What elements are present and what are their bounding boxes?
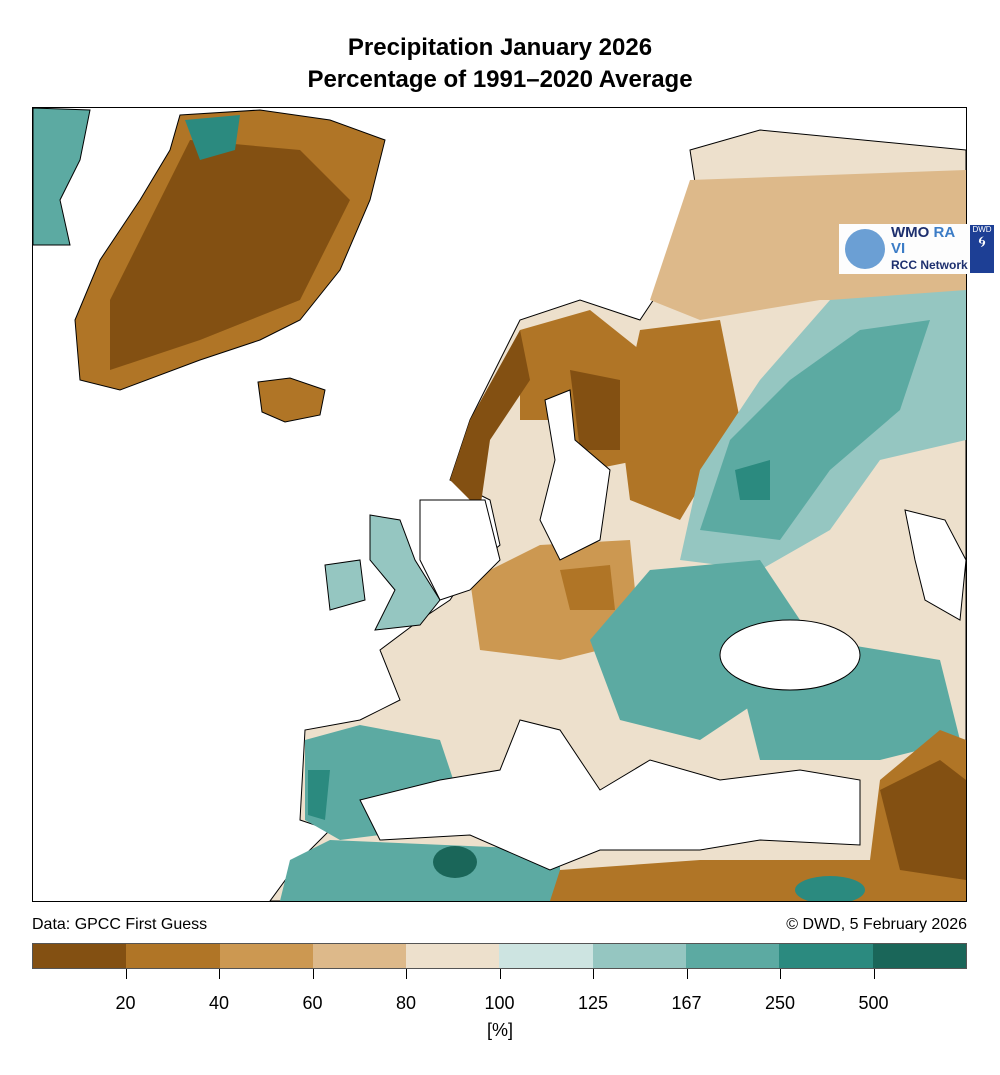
colorbar-tick-label: 100 xyxy=(484,993,515,1013)
colorbar-bin xyxy=(872,944,966,968)
colorbar-tick-label: 167 xyxy=(671,993,702,1013)
colorbar-tick xyxy=(499,969,501,979)
north-sea xyxy=(419,499,501,601)
colorbar-tick-label: 500 xyxy=(858,993,889,1013)
wmo-ravi-dwd-logo: WMO RA VI RCC Network DWD 🌀︎ xyxy=(839,224,994,274)
colorbar-bin xyxy=(779,944,873,968)
uk xyxy=(369,514,441,631)
dwd-logo-text: DWD xyxy=(972,225,992,234)
wmo-emblem-icon xyxy=(845,229,885,269)
colorbar-tick-label: 20 xyxy=(115,993,136,1013)
dwd-logo: DWD 🌀︎ xyxy=(970,225,994,273)
colorbar-tick xyxy=(312,969,314,979)
colorbar-tick xyxy=(125,969,127,979)
colorbar-bin xyxy=(592,944,687,968)
title-line-1: Precipitation January 2026 xyxy=(347,34,653,61)
colorbar-tick xyxy=(686,969,688,979)
black-sea xyxy=(719,619,861,691)
title-line-2: Percentage of 1991–2020 Average xyxy=(307,66,693,93)
colorbar-bin xyxy=(499,944,593,968)
colorbar-tick-label: 40 xyxy=(208,993,230,1013)
dwd-swirl-icon: 🌀︎ xyxy=(978,234,986,251)
colorbar-tick-label: 250 xyxy=(764,993,796,1013)
colorbar-tick xyxy=(780,969,781,979)
colorbar-bin xyxy=(406,944,500,968)
precipitation-map: WMO RA VI RCC Network DWD 🌀︎ xyxy=(32,107,994,904)
colorbar-bin xyxy=(219,944,313,968)
logo-wmo: WMO xyxy=(891,224,930,241)
colorbar-bin xyxy=(126,944,220,968)
baffin xyxy=(32,107,91,246)
ireland xyxy=(324,559,366,611)
mediterranean-sea xyxy=(359,719,861,871)
colorbar xyxy=(32,943,967,969)
iceland xyxy=(257,377,326,423)
caspian-sea xyxy=(904,509,967,621)
map-canvas xyxy=(32,107,967,904)
colorbar-tick xyxy=(219,969,220,979)
baltic-sea xyxy=(539,389,611,561)
data-source: Data: GPCC First Guess xyxy=(32,916,208,933)
colorbar-tick xyxy=(873,969,875,979)
copyright: © DWD, 5 February 2026 xyxy=(786,916,967,933)
colorbar-tick xyxy=(406,969,407,979)
legend-unit: [%] xyxy=(486,1020,513,1040)
logo-network: RCC Network xyxy=(891,258,968,272)
colorbar-bin xyxy=(312,944,407,968)
colorbar-bin xyxy=(33,944,127,968)
colorbar-tick-label: 125 xyxy=(577,993,609,1013)
colorbar-bin xyxy=(686,944,780,968)
colorbar-tick-label: 80 xyxy=(395,993,417,1013)
colorbar-tick xyxy=(593,969,594,979)
logo-ravi: RA VI xyxy=(891,224,955,257)
colorbar-tick-label: 60 xyxy=(302,993,323,1013)
